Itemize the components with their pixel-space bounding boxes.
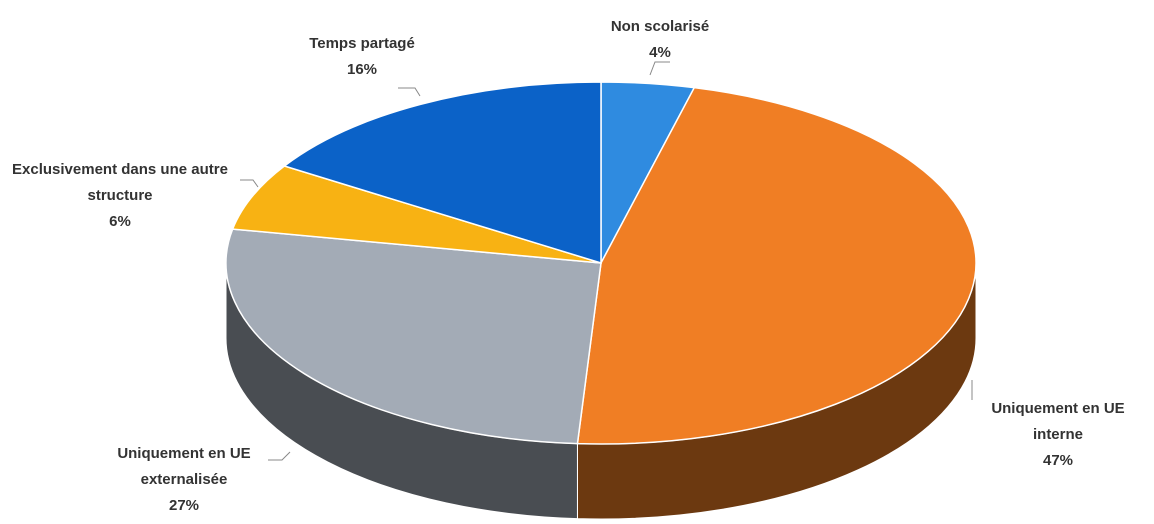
leader-line [398,87,421,97]
pie-slice [576,86,977,445]
data-label: Exclusivement dans une autre structure 6% [0,157,240,235]
category-label: Non scolarisé [610,18,710,35]
category-label: Exclusivement dans une autre structure [12,161,228,204]
category-label: Uniquement en UE externalisée [117,445,251,488]
data-label: Uniquement en UE externalisée 27% [104,441,264,519]
value-label: 4% [649,44,671,61]
leader-lines [240,61,973,461]
value-label: 27% [168,497,200,514]
data-label: Temps partagé 16% [262,31,462,83]
value-label: 6% [109,213,131,230]
pie-slice [225,228,602,445]
category-label: Uniquement en UE interne [991,400,1125,443]
leader-line [240,179,259,188]
pie-slice [282,81,602,265]
value-label: 16% [346,61,378,78]
leader-line [649,61,670,76]
data-label: Uniquement en UE interne 47% [978,396,1138,474]
category-label: Temps partagé [309,35,415,52]
data-label: Non scolarisé 4% [560,14,760,66]
value-label: 47% [1042,452,1074,469]
pie-slice [231,165,602,264]
pie-tops [225,81,977,445]
leader-line [268,451,291,461]
